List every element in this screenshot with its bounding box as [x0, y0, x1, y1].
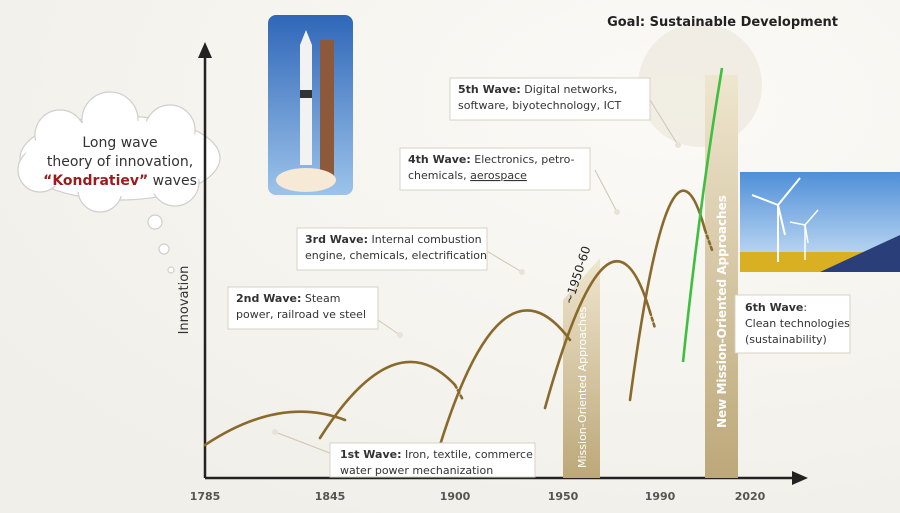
wave-text: Steam [301, 292, 340, 305]
wave-label: engine, chemicals, electrification [305, 249, 487, 262]
wave-label: 5th Wave: Digital networks, [458, 83, 617, 96]
wave-label: Clean technologies [745, 317, 850, 330]
wave-text: : [803, 301, 807, 314]
goal-halo [638, 23, 762, 147]
y-axis-label: Innovation [177, 266, 192, 335]
wave-text: Digital networks, [521, 83, 618, 96]
wave-label: 6th Wave: [745, 301, 807, 314]
wave-label: water power mechanization [340, 464, 493, 477]
cloud-line: theory of innovation, [47, 154, 193, 170]
wave-label: 1st Wave: Iron, textile, commerce [340, 448, 533, 461]
x-tick-label: 2020 [735, 490, 766, 503]
cloud-line: “Kondratiev” waves [43, 173, 197, 189]
wave-label: 4th Wave: Electronics, petro- [408, 153, 575, 166]
x-tick-label: 1950 [548, 490, 579, 503]
wave-label: power, railroad ve steel [236, 308, 366, 321]
wave-text: chemicals, [408, 169, 470, 182]
wave-text: Clean technologies [745, 317, 850, 330]
wave-label: 2nd Wave: Steam [236, 292, 340, 305]
cloud-line: Long wave [82, 135, 157, 151]
wave-head: 3rd Wave: [305, 233, 368, 246]
cloud-suffix: waves [148, 173, 197, 189]
x-tick-label: 1785 [190, 490, 221, 503]
wave-head: 4th Wave: [408, 153, 471, 166]
diagram: Goal: Sustainable Development Long wave … [0, 0, 900, 513]
wave-text: (sustainability) [745, 333, 827, 346]
wave-label: chemicals, aerospace [408, 169, 527, 182]
rocket-image [268, 15, 353, 195]
wave-text: engine, chemicals, electrification [305, 249, 487, 262]
band-label: Mission-Oriented Approaches [576, 306, 589, 468]
wave-head: 2nd Wave: [236, 292, 301, 305]
wave-text: software, biyotechnology, ICT [458, 99, 622, 112]
wave-label: software, biyotechnology, ICT [458, 99, 622, 112]
goal-title: Goal: Sustainable Development [607, 15, 838, 30]
cloud-highlight: “Kondratiev” [43, 173, 148, 189]
x-tick-label: 1990 [645, 490, 676, 503]
wave-label: 3rd Wave: Internal combustion [305, 233, 482, 246]
x-tick-label: 1900 [440, 490, 471, 503]
wave-text: power, railroad ve steel [236, 308, 366, 321]
wave-text: Electronics, petro- [471, 153, 575, 166]
wave-label: (sustainability) [745, 333, 827, 346]
wave-head: 6th Wave [745, 301, 803, 314]
x-tick-label: 1845 [315, 490, 346, 503]
wave-head: 5th Wave: [458, 83, 521, 96]
wave-text: Iron, textile, commerce [401, 448, 533, 461]
wave-head: 1st Wave: [340, 448, 401, 461]
wave-underlined: aerospace [470, 169, 527, 182]
wind-image [740, 172, 900, 272]
wave-text: water power mechanization [340, 464, 493, 477]
wave-text: Internal combustion [368, 233, 482, 246]
band-label: New Mission-Oriented Approaches [715, 195, 729, 428]
